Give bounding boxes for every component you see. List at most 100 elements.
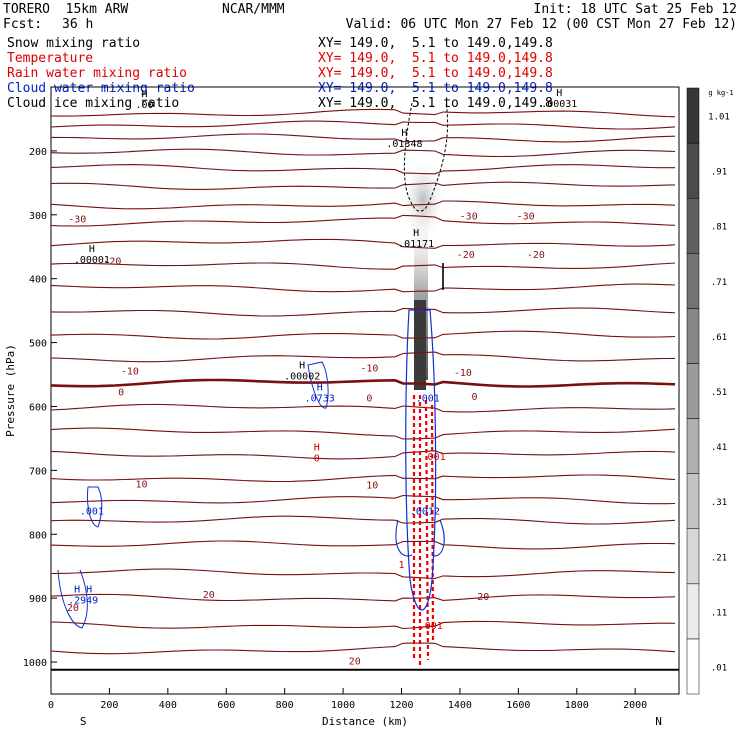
temperature-label: 0: [118, 388, 124, 399]
temperature-contour-line: [50, 474, 676, 483]
colorbar-cell: [686, 473, 700, 529]
forecast-label: Fcst:: [3, 17, 43, 32]
extremum-mark: H: [314, 443, 320, 454]
x-tick-label: 200: [100, 700, 118, 711]
colorbar-tick-label: .31: [711, 498, 727, 508]
temperature-label: -30: [517, 211, 535, 222]
colorbar: .01 .11 .21 .31 .41 .51 .61 .71 .81 .91 1.01 g kg-1: [686, 87, 734, 695]
temperature-contour-line: [50, 214, 676, 227]
temperature-contour-line: [50, 164, 675, 175]
field-xy-snow: XY= 149.0, 5.1 to 149.0,149.8: [318, 36, 553, 51]
y-tick-label: 400: [29, 275, 47, 286]
colorbar-tick-label: .11: [711, 608, 727, 618]
temperature-contour-line: [50, 642, 676, 655]
field-xy-temperature: XY= 149.0, 5.1 to 149.0,149.8: [318, 51, 553, 66]
field-name-cloud-water: Cloud water mixing ratio: [7, 81, 195, 96]
temperature-label: 10: [366, 480, 378, 491]
temperature-contour-line: [50, 307, 676, 317]
extremum-value: .01348: [386, 139, 422, 150]
temperature-label: 20: [67, 603, 79, 614]
extremum-value: 001: [428, 452, 446, 463]
cloud-water-contour: [395, 519, 445, 557]
colorbar-tick-label: .01: [711, 663, 727, 673]
x-tick-label: 0: [48, 700, 54, 711]
extremum-value: .001: [80, 507, 104, 518]
temperature-label: -30: [68, 214, 86, 225]
model-title: TORERO 15km ARW: [3, 2, 129, 17]
colorbar-cell: [686, 142, 700, 199]
colorbar-tick-label: .81: [711, 223, 727, 233]
rain-contour: [412, 395, 435, 665]
extremum-mark: H: [299, 361, 305, 372]
temperature-label: -10: [360, 363, 378, 374]
extremum-value: .0012: [410, 507, 440, 518]
y-axis-label: Pressure (hPa): [4, 344, 17, 437]
colorbar-tick-label: .21: [711, 553, 727, 563]
extremum-value: .01171: [398, 239, 434, 250]
field-name-rain: Rain water mixing ratio: [7, 66, 188, 81]
y-tick-label: 600: [29, 402, 47, 413]
extremum-mark: H: [401, 128, 407, 139]
colorbar-tick-label: .51: [711, 388, 727, 398]
extremum-mark: H H: [74, 584, 92, 595]
field-xy-cloud-water: XY= 149.0, 5.1 to 149.0,149.8: [318, 81, 553, 96]
axes: 0 200 400 600 800 1000 1200 1400 1600 1800 2000200…: [4, 147, 679, 728]
temperature-label: -20: [457, 250, 475, 261]
field-name-temperature: Temperature: [7, 51, 94, 66]
x-tick-label: 1000: [331, 700, 355, 711]
temperature-contour-line: [50, 450, 676, 460]
temperature-label: -10: [121, 367, 139, 378]
valid-time: Valid: 06 UTC Mon 27 Feb 12 (00 CST Mon …: [345, 17, 737, 32]
cloud-water-contour: [57, 569, 88, 629]
temperature-label: -20: [527, 250, 545, 261]
temperature-contour-line: [50, 351, 676, 363]
y-tick-label: 1000: [23, 658, 47, 669]
temperature-contour-line: [50, 540, 676, 550]
temperature-label: 20: [477, 592, 489, 603]
extremum-mark: H: [141, 89, 147, 100]
north-label: N: [655, 715, 662, 728]
temperature-contour-line: [50, 515, 676, 525]
snow-contour: [403, 102, 449, 212]
temperature-contour-line: [50, 148, 676, 158]
y-tick-label: 500: [29, 339, 47, 350]
extremum-value: .00031: [541, 99, 577, 110]
temperature-label: 0: [366, 393, 372, 404]
temperature-contour-line: [51, 133, 676, 143]
colorbar-tick-label: 1.01: [708, 113, 730, 123]
extremum-mark: H: [413, 228, 419, 239]
temperature-contour-line: [50, 568, 676, 580]
x-axis-label: Distance (km): [322, 715, 408, 728]
y-tick-label: 900: [29, 594, 47, 605]
init-time: Init: 18 UTC Sat 25 Feb 12: [533, 2, 738, 17]
colorbar-unit: g kg-1: [708, 89, 733, 97]
temperature-label: 20: [349, 657, 361, 668]
temperature-label: -20: [103, 257, 121, 268]
extremum-value: 0: [314, 454, 320, 465]
y-tick-label: 300: [29, 211, 47, 222]
temperature-label: 0: [472, 392, 478, 403]
temperature-contour-line: [50, 378, 676, 388]
temperature-contour-line: [50, 494, 676, 505]
extremum-value: .0733: [305, 393, 335, 404]
colorbar-tick-label: .91: [711, 168, 727, 178]
forecast-value: 36 h: [62, 17, 94, 32]
extremum-mark: H: [89, 244, 95, 255]
extremum-value: .2949: [68, 595, 98, 606]
colorbar-cell: [686, 197, 700, 254]
temperature-contour-line: [50, 108, 676, 118]
temperature-contour-line: [50, 200, 676, 210]
temperature-label: -10: [454, 368, 472, 379]
cloud-water-contour: [405, 309, 437, 611]
field-xy-cloud-ice: XY= 149.0, 5.1 to 149.0,149.8: [318, 96, 553, 111]
colorbar-cell: [686, 308, 700, 364]
hydrometeor-contours: [57, 102, 449, 665]
extremum-mark: H: [556, 88, 562, 99]
temperature-contour-line: [50, 283, 676, 293]
extremum-value: .00001: [74, 255, 110, 266]
extremum-mark: H: [317, 382, 323, 393]
field-name-snow: Snow mixing ratio: [7, 36, 141, 51]
colorbar-cell: [686, 638, 700, 695]
y-tick-label: 800: [29, 530, 47, 541]
